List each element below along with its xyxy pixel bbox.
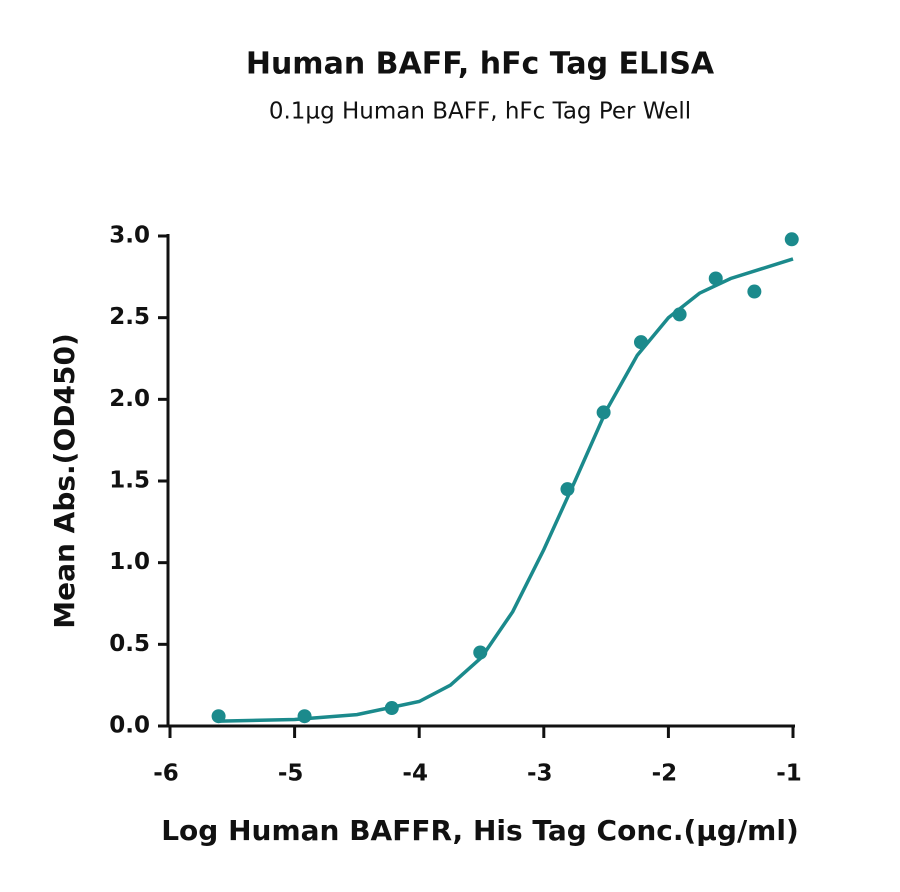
- data-point: [596, 405, 611, 420]
- x-tick-label: -2: [652, 761, 678, 787]
- fit-curve: [219, 257, 794, 723]
- y-tick-label: 3.0: [109, 223, 150, 249]
- data-point: [784, 232, 799, 247]
- data-point: [297, 709, 312, 724]
- chart-subtitle: 0.1µg Human BAFF, hFc Tag Per Well: [269, 99, 691, 125]
- y-tick-label: 2.0: [109, 386, 150, 412]
- x-tick-label: -6: [153, 761, 179, 787]
- y-tick-label: 0.0: [109, 713, 150, 739]
- data-point: [560, 482, 575, 497]
- y-axis-title: Mean Abs.(OD450): [48, 333, 81, 629]
- y-tick-label: 2.5: [109, 304, 150, 330]
- chart-title: Human BAFF, hFc Tag ELISA: [246, 47, 715, 82]
- x-tick-label: -4: [402, 761, 428, 787]
- data-point: [633, 335, 648, 350]
- x-axis-title: Log Human BAFFR, His Tag Conc.(µg/ml): [161, 814, 799, 847]
- data-point: [473, 645, 488, 660]
- x-tick-label: -3: [527, 761, 553, 787]
- data-point: [708, 271, 723, 286]
- data-point: [672, 307, 687, 322]
- x-tick-label: -5: [278, 761, 304, 787]
- y-tick-label: 1.5: [109, 468, 150, 494]
- data-point: [384, 701, 399, 716]
- data-point: [747, 284, 762, 299]
- x-tick-label: -1: [776, 761, 802, 787]
- y-tick-label: 0.5: [109, 631, 150, 657]
- y-tick-label: 1.0: [109, 549, 150, 575]
- data-point: [211, 709, 226, 724]
